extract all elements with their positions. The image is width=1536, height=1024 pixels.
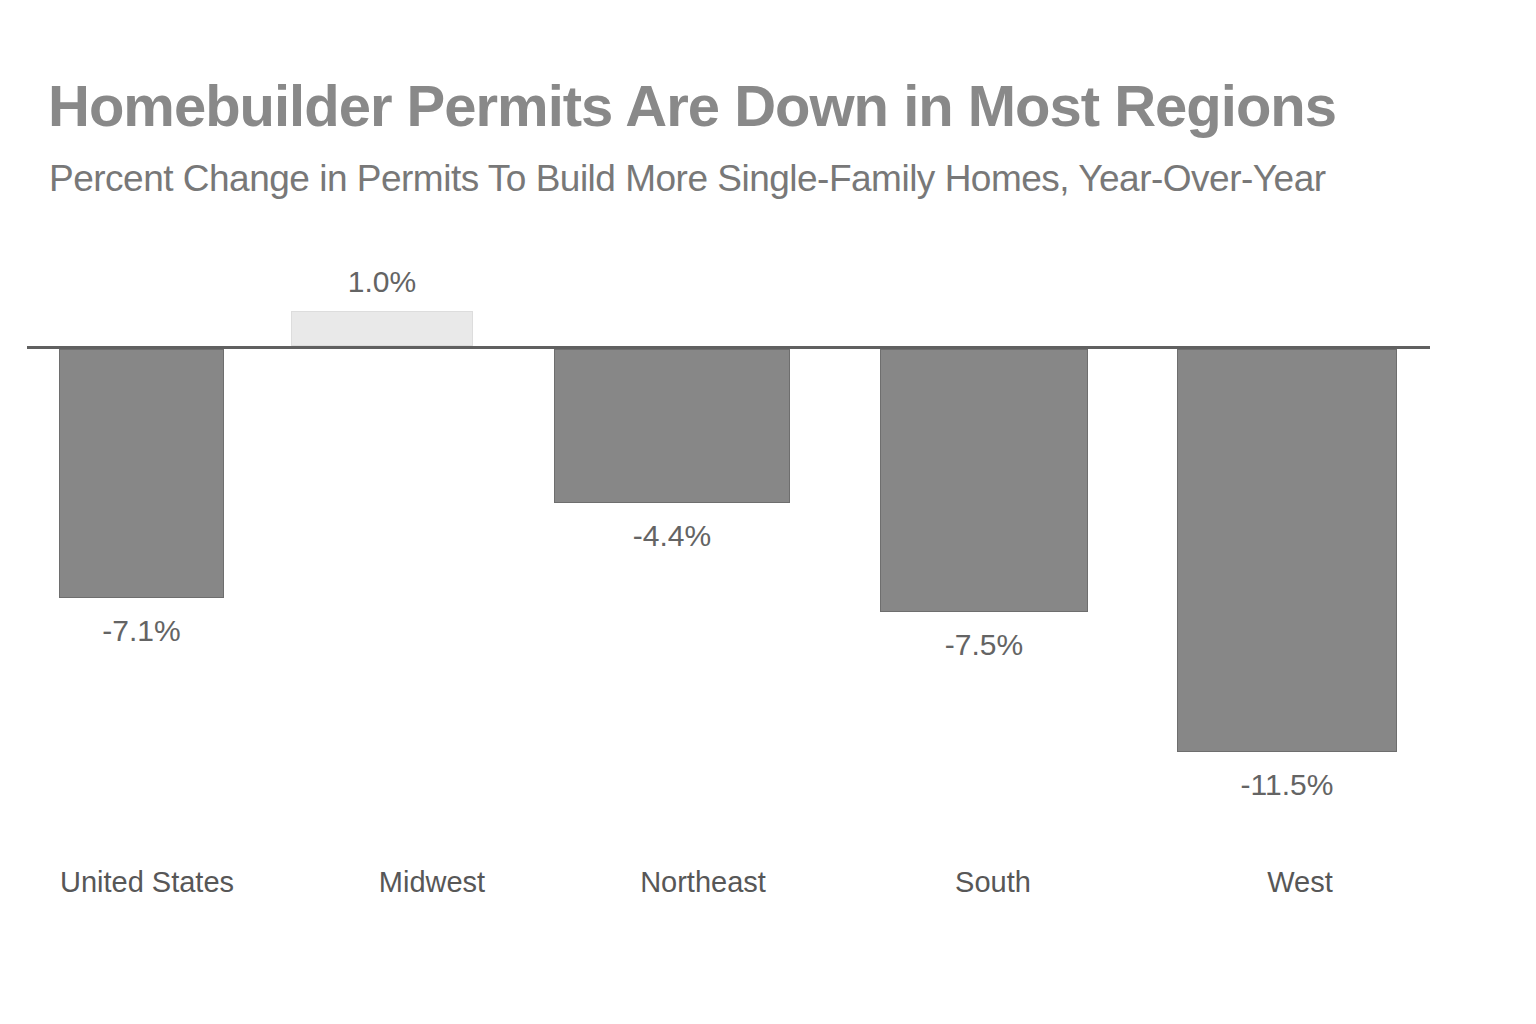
bar-midwest (291, 311, 473, 346)
category-label-northeast: Northeast (640, 866, 766, 899)
plot-area: -7.1% United States 1.0% Midwest -4.4% Northe… (0, 0, 1536, 1024)
bar-northeast (554, 349, 790, 503)
value-label-west: -11.5% (1177, 768, 1397, 802)
value-label-south: -7.5% (880, 628, 1088, 662)
value-label-united-states: -7.1% (59, 614, 224, 648)
bar-chart: Homebuilder Permits Are Down in Most Reg… (0, 0, 1536, 1024)
bar-united-states (59, 349, 224, 598)
category-label-south: South (955, 866, 1031, 899)
bar-south (880, 349, 1088, 612)
value-label-midwest: 1.0% (291, 265, 473, 299)
zero-axis-line (27, 346, 1430, 349)
category-label-west: West (1267, 866, 1333, 899)
bar-west (1177, 349, 1397, 752)
category-label-midwest: Midwest (379, 866, 485, 899)
category-label-united-states: United States (60, 866, 234, 899)
value-label-northeast: -4.4% (554, 519, 790, 553)
